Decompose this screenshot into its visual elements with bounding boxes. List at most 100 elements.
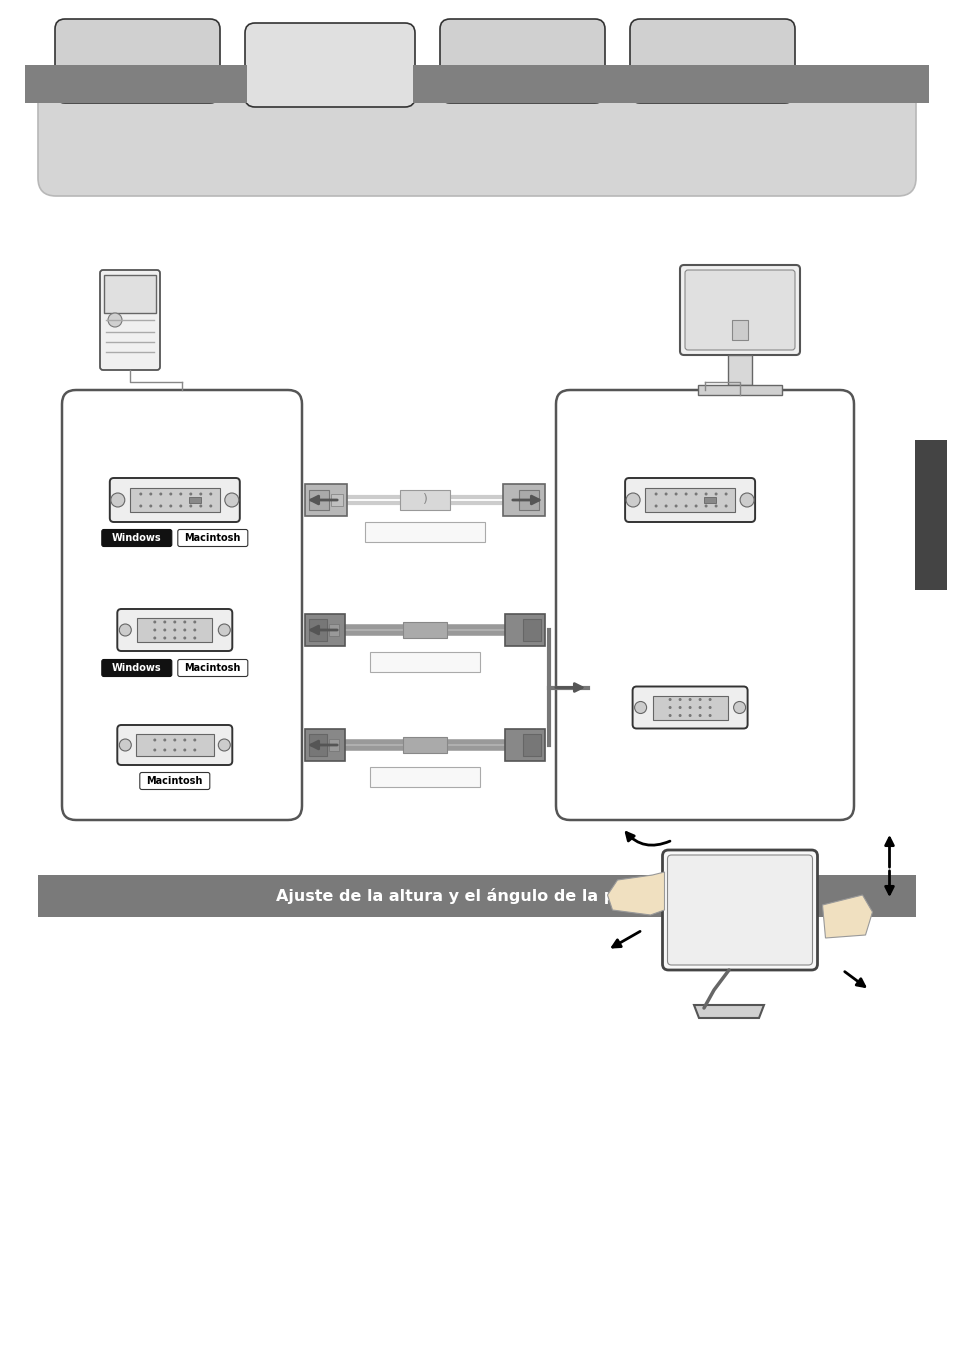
FancyBboxPatch shape: [55, 19, 220, 103]
Circle shape: [678, 714, 680, 717]
Bar: [522, 734, 540, 756]
Circle shape: [153, 748, 156, 752]
Circle shape: [169, 493, 172, 495]
Circle shape: [163, 738, 166, 741]
Circle shape: [183, 738, 186, 741]
Text: Ajuste de la altura y el ángulo de la pantalla: Ajuste de la altura y el ángulo de la pa…: [275, 888, 678, 905]
Bar: [305, 485, 347, 516]
FancyBboxPatch shape: [140, 772, 210, 790]
Circle shape: [674, 505, 677, 508]
Circle shape: [714, 505, 717, 508]
Circle shape: [153, 738, 156, 741]
Circle shape: [163, 636, 166, 640]
Bar: [504, 729, 544, 761]
Circle shape: [634, 702, 646, 714]
FancyBboxPatch shape: [110, 478, 239, 522]
Bar: [370, 652, 479, 672]
Circle shape: [694, 505, 697, 508]
Bar: [309, 620, 327, 641]
FancyBboxPatch shape: [102, 529, 172, 547]
Circle shape: [664, 493, 667, 495]
Circle shape: [733, 702, 745, 714]
Circle shape: [193, 738, 196, 741]
Bar: [135, 734, 213, 756]
Circle shape: [189, 505, 193, 508]
Bar: [731, 320, 747, 340]
Text: Macintosh: Macintosh: [185, 533, 241, 543]
Bar: [698, 385, 781, 396]
Circle shape: [654, 505, 657, 508]
Circle shape: [714, 493, 717, 495]
Circle shape: [684, 493, 687, 495]
Circle shape: [139, 505, 142, 508]
Circle shape: [688, 706, 691, 709]
Bar: [402, 737, 447, 753]
Circle shape: [173, 636, 176, 640]
Bar: [399, 490, 450, 510]
Text: Windows: Windows: [112, 533, 161, 543]
Polygon shape: [607, 872, 664, 915]
FancyBboxPatch shape: [62, 390, 302, 819]
Circle shape: [179, 505, 182, 508]
Circle shape: [688, 714, 691, 717]
Bar: [309, 734, 327, 756]
Bar: [504, 614, 544, 647]
FancyBboxPatch shape: [632, 687, 747, 729]
Circle shape: [664, 505, 667, 508]
Circle shape: [698, 698, 700, 701]
Bar: [130, 487, 219, 512]
Circle shape: [625, 493, 639, 508]
FancyBboxPatch shape: [117, 725, 233, 765]
Circle shape: [668, 698, 671, 701]
Circle shape: [183, 629, 186, 632]
Circle shape: [694, 493, 697, 495]
Circle shape: [183, 748, 186, 752]
Circle shape: [169, 505, 172, 508]
Bar: [137, 618, 213, 643]
Bar: [305, 614, 345, 647]
Bar: [703, 497, 716, 504]
Circle shape: [173, 629, 176, 632]
Polygon shape: [693, 1004, 763, 1018]
Bar: [309, 490, 329, 510]
FancyBboxPatch shape: [684, 270, 794, 350]
Circle shape: [678, 698, 680, 701]
Bar: [189, 497, 200, 504]
FancyBboxPatch shape: [661, 850, 817, 971]
Circle shape: [668, 714, 671, 717]
Circle shape: [678, 706, 680, 709]
Bar: [502, 485, 544, 516]
Bar: [247, 65, 413, 103]
Circle shape: [163, 621, 166, 624]
Circle shape: [163, 748, 166, 752]
FancyBboxPatch shape: [100, 270, 160, 370]
FancyBboxPatch shape: [245, 23, 415, 107]
Circle shape: [708, 714, 711, 717]
Circle shape: [708, 698, 711, 701]
Circle shape: [193, 636, 196, 640]
Circle shape: [724, 505, 727, 508]
Circle shape: [674, 493, 677, 495]
Bar: [329, 738, 338, 751]
Circle shape: [163, 629, 166, 632]
FancyBboxPatch shape: [667, 855, 812, 965]
Circle shape: [218, 738, 230, 751]
Circle shape: [153, 621, 156, 624]
Circle shape: [209, 505, 213, 508]
Text: Macintosh: Macintosh: [185, 663, 241, 674]
Circle shape: [193, 629, 196, 632]
FancyBboxPatch shape: [102, 660, 172, 676]
FancyBboxPatch shape: [177, 529, 248, 547]
FancyBboxPatch shape: [679, 265, 800, 355]
Text: Macintosh: Macintosh: [147, 776, 203, 786]
Circle shape: [139, 493, 142, 495]
Bar: [522, 620, 540, 641]
Circle shape: [108, 313, 122, 327]
Circle shape: [698, 706, 700, 709]
Circle shape: [193, 748, 196, 752]
FancyBboxPatch shape: [629, 19, 794, 103]
Bar: [25, 65, 928, 103]
Circle shape: [173, 738, 176, 741]
Circle shape: [704, 493, 707, 495]
Bar: [518, 490, 538, 510]
